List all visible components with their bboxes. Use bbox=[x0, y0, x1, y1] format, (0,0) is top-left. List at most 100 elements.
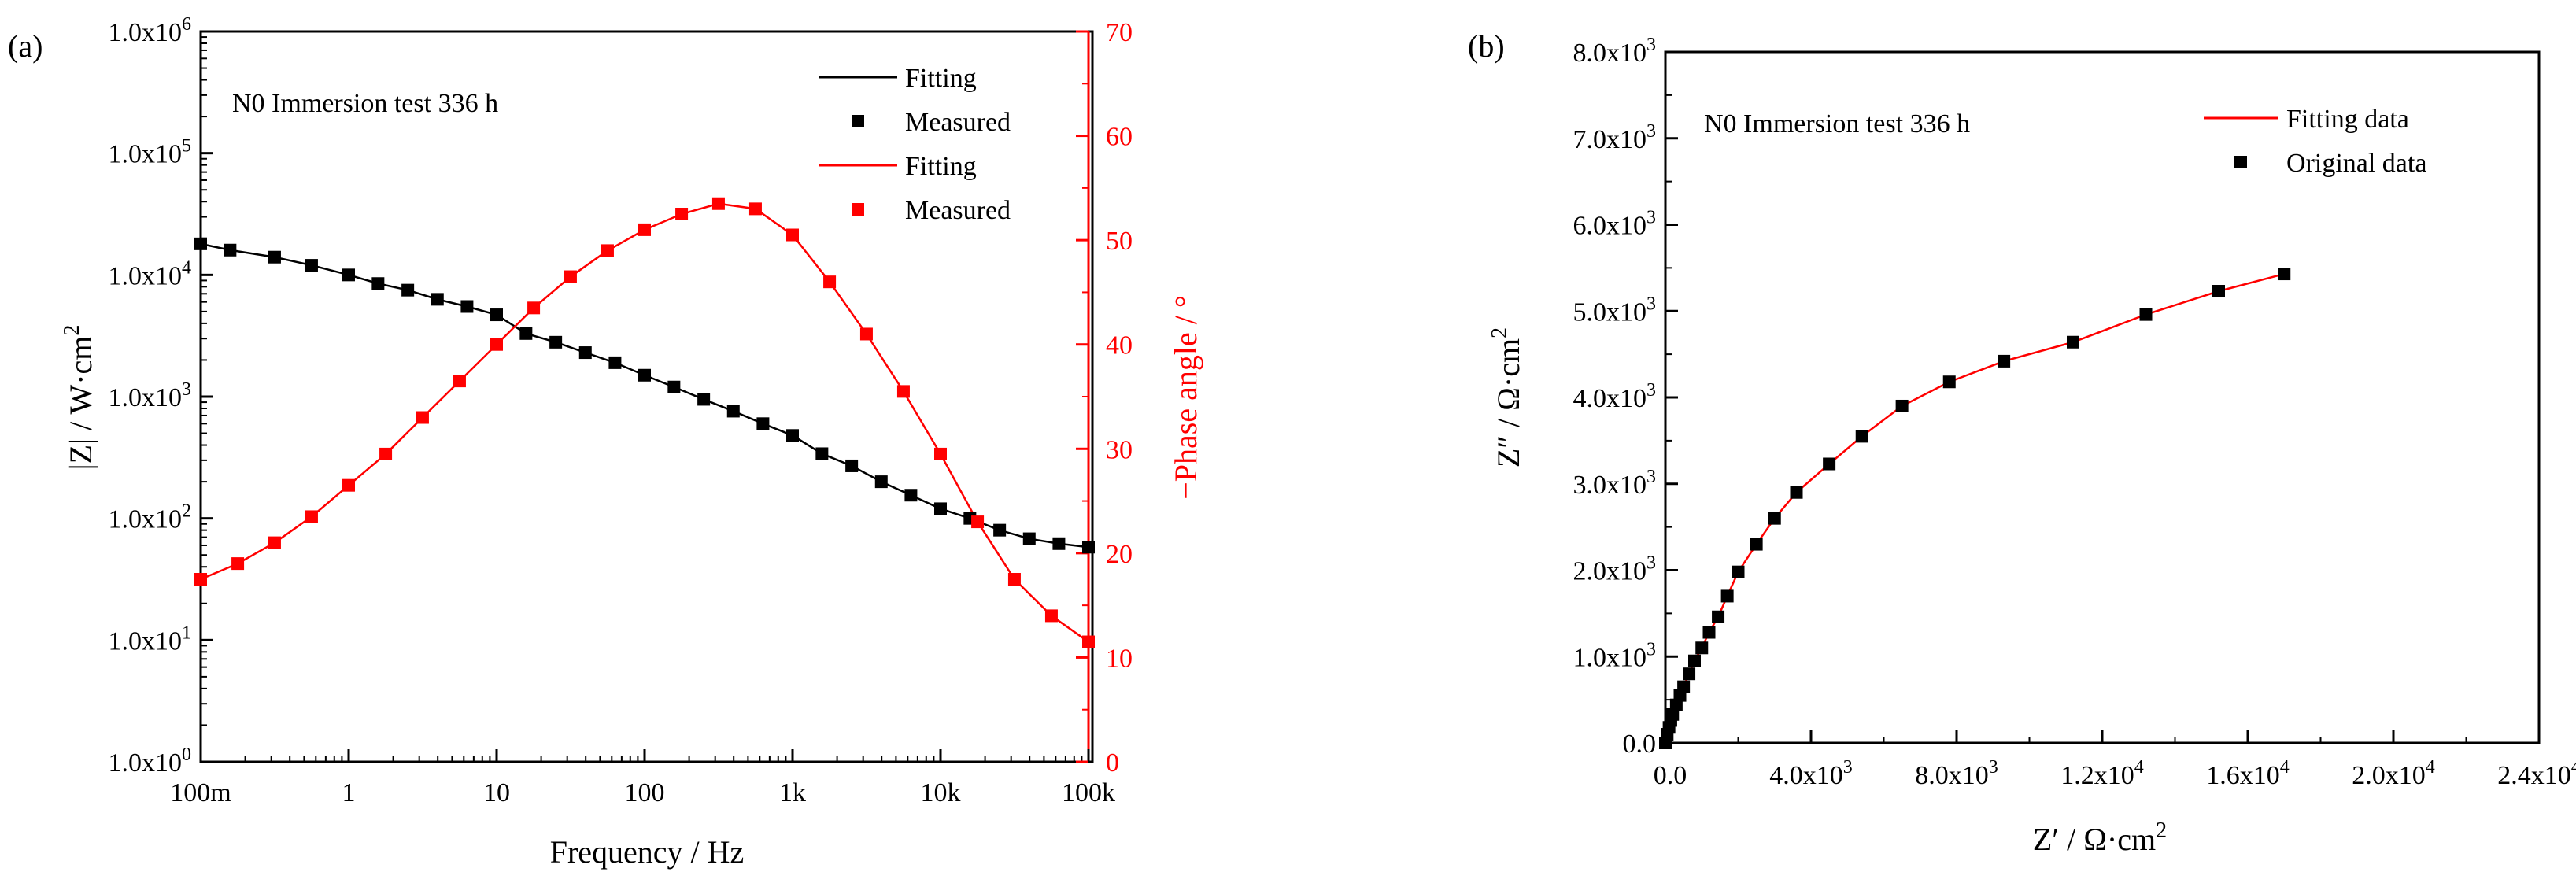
panel-b-x-title-sup: 2 bbox=[2156, 818, 2167, 843]
panel-a-phase-fit-path bbox=[200, 202, 1089, 643]
panel-b-x-tick-label: 1.2x104 bbox=[2060, 757, 2144, 790]
panel-b-y-tick-label: 5.0x103 bbox=[1573, 294, 1657, 327]
panel-b-original-point bbox=[1720, 589, 1734, 603]
panel-a-y-left-tick-label: 1.0x106 bbox=[109, 14, 192, 47]
panel-a-impedance-point bbox=[874, 475, 888, 489]
panel-a-legend-swatch-marker bbox=[852, 203, 864, 216]
panel-a-y-left-tick-label: 1.0x105 bbox=[109, 136, 192, 169]
panel-a-impedance-point bbox=[993, 523, 1007, 537]
panel-a-plot-frame bbox=[199, 30, 1094, 763]
panel-b-original-markers bbox=[1659, 268, 2291, 749]
panel-a-y-left-title-sup: 2 bbox=[60, 325, 84, 336]
panel-b-x-tick-label: 0.0 bbox=[1654, 761, 1687, 790]
panel-a-x-tick-label: 10 bbox=[483, 778, 510, 807]
panel-a-y-right-tick-label: 40 bbox=[1106, 331, 1133, 360]
panel-b-legend: Fitting data Original data bbox=[2204, 105, 2426, 178]
panel-a-impedance-point bbox=[697, 393, 711, 406]
panel-a-impedance-point bbox=[401, 283, 415, 297]
panel-a-y-left-axis-ticks: 1.0x100 1.0x101 1.0x102 1.0x103 1.0x104 1.0x1… bbox=[109, 14, 213, 778]
panel-a-impedance-point bbox=[786, 429, 799, 442]
panel-a-phase-point bbox=[490, 338, 503, 351]
panel-b-x-tick-label: 1.6x104 bbox=[2206, 757, 2290, 790]
panel-b-original-point bbox=[1750, 538, 1763, 551]
panel-a-y-left-tick-label: 1.0x102 bbox=[109, 501, 192, 534]
panel-a-legend: Fitting Measured Fitting Measured bbox=[819, 64, 1011, 225]
panel-a-phase-fit-line bbox=[200, 202, 1089, 643]
panel-a-impedance-point bbox=[667, 380, 681, 393]
panel-b-y-tick-label: 3.0x103 bbox=[1573, 467, 1657, 500]
panel-b-y-tick-label: 8.0x103 bbox=[1573, 35, 1657, 68]
panel-a-y-left-axis-title: |Z| / W·cm2 bbox=[60, 325, 98, 471]
panel-a-impedance-point bbox=[549, 335, 563, 349]
panel-b-y-tick-label: 4.0x103 bbox=[1573, 380, 1657, 413]
panel-a-impedance-point bbox=[638, 368, 651, 382]
panel-a-x-tick-label: 100 bbox=[625, 778, 665, 807]
panel-a-x-tick-label: 1 bbox=[342, 778, 356, 807]
panel-a-phase-point bbox=[675, 208, 689, 220]
panel-a-legend-label: Fitting bbox=[905, 64, 977, 93]
panel-a-annotation: N0 Immersion test 336 h bbox=[232, 89, 498, 118]
panel-a-phase-point bbox=[379, 447, 393, 460]
panel-b-x-title-main: Z′ / Ω·cm bbox=[2033, 822, 2156, 857]
panel-a-impedance-point bbox=[845, 459, 859, 472]
panel-a-impedance-point bbox=[756, 417, 770, 430]
panel-a-phase-point bbox=[748, 202, 762, 216]
panel-b-nyquist-plot: (b) 0.0 4.0x103 8.0x103 1.2x104 1.6x104 2.0x1… bbox=[1468, 28, 2576, 857]
panel-b-y-tick-label: 2.0x103 bbox=[1573, 553, 1657, 586]
panel-b-original-point bbox=[2067, 335, 2079, 349]
panel-a-phase-point bbox=[823, 275, 837, 289]
panel-b-x-tick-label: 2.0x104 bbox=[2352, 757, 2435, 790]
panel-a-phase-point bbox=[971, 515, 985, 529]
panel-a-legend-label: Measured bbox=[905, 108, 1011, 137]
panel-a-phase-point bbox=[1082, 635, 1095, 648]
panel-a-phase-point bbox=[231, 557, 245, 571]
panel-a-x-tick-label: 100m bbox=[170, 778, 231, 807]
panel-a-y-right-tick-label: 30 bbox=[1106, 435, 1133, 464]
panel-b-original-point bbox=[1895, 399, 1909, 412]
panel-a-impedance-point bbox=[1022, 532, 1036, 545]
panel-a-phase-point bbox=[416, 411, 429, 424]
panel-a-phase-point bbox=[305, 510, 318, 523]
panel-a-phase-point bbox=[896, 385, 910, 398]
panel-b-fitting-line bbox=[1664, 272, 2285, 744]
panel-b-y-tick-label: 6.0x103 bbox=[1573, 208, 1657, 241]
panel-a-impedance-point bbox=[490, 308, 503, 322]
panel-a-phase-point bbox=[194, 573, 207, 586]
panel-b-y-axis-ticks: 0.0 1.0x103 2.0x103 3.0x103 4.0x103 5.0x103 6.… bbox=[1573, 35, 1678, 759]
panel-a-phase-point bbox=[1044, 609, 1058, 623]
panel-a-impedance-point bbox=[726, 405, 740, 418]
panel-b-original-point bbox=[1702, 626, 1716, 639]
panel-a-phase-point bbox=[268, 536, 281, 549]
panel-a-x-axis-ticks: 100m 1 10 100 1k 10k 100k bbox=[170, 749, 1115, 807]
panel-a-impedance-point bbox=[342, 268, 355, 282]
panel-a-y-right-tick-label: 10 bbox=[1106, 644, 1133, 673]
panel-a-impedance-fit-line bbox=[200, 242, 1089, 549]
panel-b-original-point bbox=[1942, 375, 1956, 389]
panel-b-original-point bbox=[2278, 268, 2291, 281]
panel-a-impedance-point bbox=[224, 243, 237, 257]
panel-b-original-point bbox=[1823, 457, 1836, 471]
panel-a-y-right-tick-label: 60 bbox=[1106, 123, 1133, 152]
panel-b-original-point bbox=[1998, 354, 2011, 368]
panel-a-bode-plot: (a) 100m 1 10 100 1k 10k 100k 1.0x1001.0x1011.… bbox=[8, 14, 1203, 870]
panel-a-impedance-point bbox=[431, 293, 444, 306]
panel-b-legend-swatch-marker bbox=[2234, 156, 2247, 168]
panel-a-impedance-point bbox=[815, 447, 829, 460]
panel-a-y-left-tick-label: 1.0x100 bbox=[109, 744, 192, 778]
panel-b-original-point bbox=[2139, 308, 2153, 321]
panel-b-x-axis-ticks: 0.0 4.0x103 8.0x103 1.2x104 1.6x104 2.0x104 2.… bbox=[1654, 730, 2576, 790]
panel-b-legend-label: Original data bbox=[2286, 149, 2426, 178]
panel-a-legend-swatch-marker bbox=[852, 115, 864, 127]
panel-b-x-tick-label: 8.0x103 bbox=[1915, 757, 1998, 790]
panel-b-original-point bbox=[1712, 610, 1725, 623]
panel-a-phase-point bbox=[527, 301, 541, 315]
panel-a-y-right-tick-label: 0 bbox=[1106, 748, 1119, 778]
panel-a-impedance-point bbox=[460, 300, 474, 313]
panel-b-fitting-path bbox=[1664, 272, 2285, 744]
panel-a-impedance-fit-path bbox=[200, 242, 1089, 549]
panel-a-phase-markers bbox=[194, 197, 1095, 648]
panel-a-phase-point bbox=[342, 478, 355, 492]
panel-b-y-tick-label: 0.0 bbox=[1623, 730, 1657, 759]
panel-a-phase-point bbox=[564, 270, 577, 283]
